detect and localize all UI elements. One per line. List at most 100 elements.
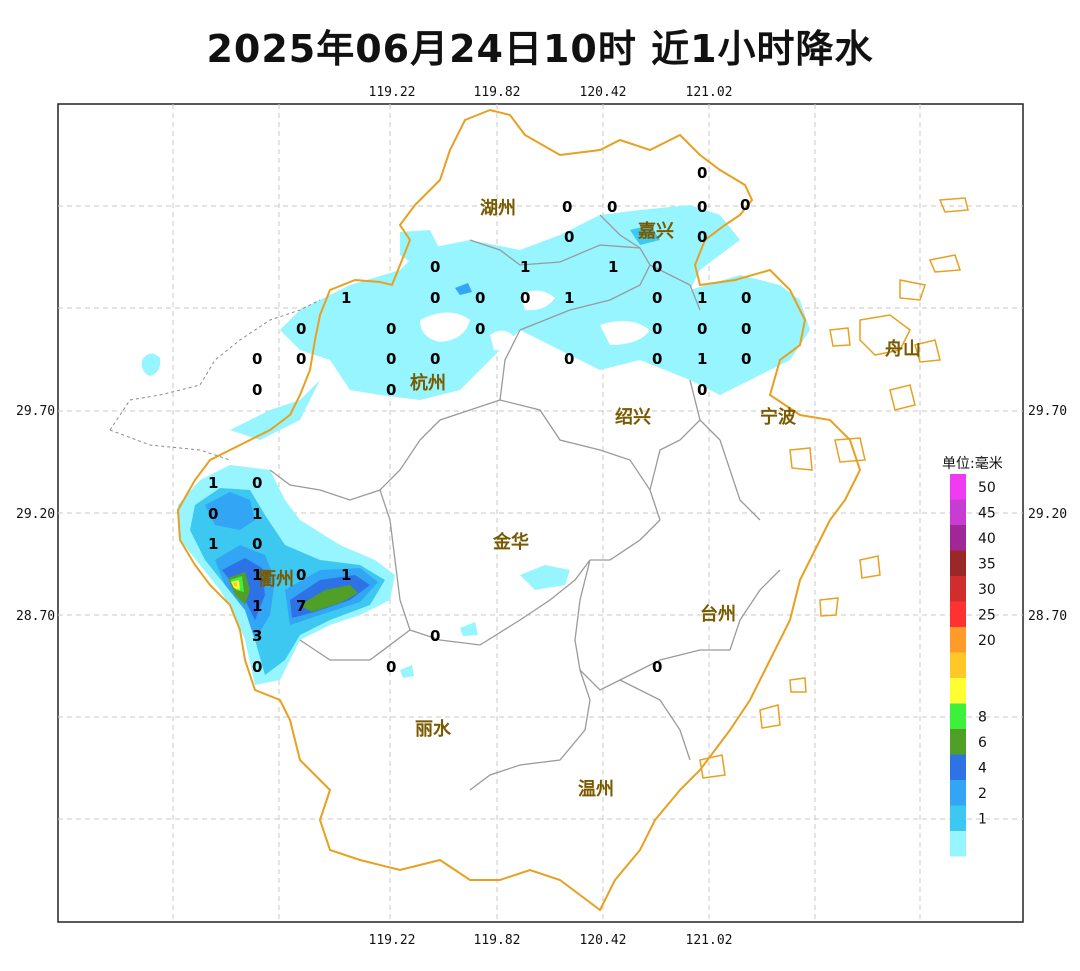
- city-label-huzhou: 湖州: [480, 198, 516, 219]
- station-value: 0: [296, 350, 306, 368]
- station-value: 0: [741, 289, 751, 307]
- station-value: 0: [430, 627, 440, 645]
- legend-swatch: [950, 729, 966, 755]
- legend: 单位:毫米 50 45 40 35 30 25 20 8 6 4 2 1: [942, 455, 1003, 857]
- station-value: 3: [252, 627, 262, 645]
- legend-swatch: [950, 627, 966, 653]
- legend-swatch: [950, 831, 966, 857]
- station-value: 1: [608, 258, 618, 276]
- city-label-zhoushan: 舟山: [885, 338, 921, 360]
- rain-area-east-of-jinhua: [520, 565, 570, 590]
- legend-swatch: [950, 601, 966, 627]
- station-value: 1: [208, 474, 218, 492]
- station-value: 0: [564, 228, 574, 246]
- station-values: 0 0 0 0 0 0 0 1 0 0 1 1 0 0 1 0 1 0 0 0 …: [208, 164, 751, 676]
- city-label-lishui: 丽水: [415, 718, 452, 740]
- station-value: 0: [652, 320, 662, 338]
- legend-swatch: [950, 703, 966, 729]
- station-value: 0: [740, 196, 750, 214]
- station-value: 1: [341, 289, 351, 307]
- rain-area-small-2: [460, 622, 478, 636]
- station-value: 0: [562, 198, 572, 216]
- legend-label: 4: [978, 761, 987, 777]
- rain-area-west-strip: [230, 380, 320, 440]
- station-value: 0: [430, 258, 440, 276]
- tick-left-1: 29.70: [16, 404, 55, 419]
- station-value: 0: [430, 350, 440, 368]
- station-value: 0: [252, 535, 262, 553]
- city-label-taizhou: 台州: [700, 603, 736, 625]
- rain-area-15mm: [233, 582, 237, 587]
- station-value: 0: [652, 258, 662, 276]
- station-value: 1: [208, 535, 218, 553]
- legend-swatch: [950, 805, 966, 831]
- legend-swatch: [950, 576, 966, 602]
- right-tick-labels: 29.70 29.20 28.70: [1028, 404, 1067, 624]
- rain-area-6mm: [300, 585, 358, 612]
- city-label-jinhua: 金华: [492, 531, 529, 553]
- station-value: 0: [652, 658, 662, 676]
- tick-left-3: 28.70: [16, 609, 55, 624]
- legend-swatch: [950, 678, 966, 704]
- city-label-ningbo: 宁波: [760, 406, 797, 428]
- legend-swatch: [950, 525, 966, 551]
- rain-area-1mm-n2: [630, 225, 660, 245]
- tick-bottom-2: 119.82: [474, 933, 521, 948]
- tick-top-4: 121.02: [686, 85, 733, 100]
- legend-label: 1: [978, 812, 987, 828]
- station-value: 0: [430, 289, 440, 307]
- station-value: 0: [252, 350, 262, 368]
- rain-area-nw-dot: [141, 353, 161, 376]
- rain-area-1mm-n1: [455, 283, 472, 295]
- legend-label: 6: [978, 735, 987, 751]
- station-value: 0: [208, 505, 218, 523]
- tick-right-3: 28.70: [1028, 609, 1067, 624]
- station-value: 0: [564, 350, 574, 368]
- city-label-shaoxing: 绍兴: [615, 406, 651, 428]
- tick-left-2: 29.20: [16, 507, 55, 522]
- station-value: 0: [296, 566, 306, 584]
- city-label-jiaxing: 嘉兴: [637, 221, 674, 242]
- legend-label: 50: [978, 480, 996, 496]
- rain-area-1mm-sw: [190, 488, 385, 675]
- station-value: 0: [607, 198, 617, 216]
- station-value: 1: [252, 566, 262, 584]
- station-value: 0: [475, 320, 485, 338]
- legend-swatch: [950, 499, 966, 525]
- station-value: 0: [252, 381, 262, 399]
- station-value: 0: [386, 350, 396, 368]
- city-label-wenzhou: 温州: [578, 779, 614, 800]
- tick-right-2: 29.20: [1028, 507, 1067, 522]
- tick-top-2: 119.82: [474, 85, 521, 100]
- station-value: 0: [697, 381, 707, 399]
- station-value: 0: [697, 198, 707, 216]
- station-value: 1: [252, 505, 262, 523]
- station-value: 7: [296, 597, 306, 615]
- tick-bottom-1: 119.22: [369, 933, 416, 948]
- rain-gaps: [420, 290, 650, 351]
- legend-swatch: [950, 474, 966, 500]
- station-value: 0: [252, 474, 262, 492]
- station-value: 0: [652, 350, 662, 368]
- station-value: 0: [697, 164, 707, 182]
- external-boundary: [109, 299, 321, 461]
- islands: [699, 197, 969, 779]
- station-value: 0: [386, 381, 396, 399]
- map-title: 2025年06月24日10时 近1小时降水: [206, 27, 874, 71]
- legend-swatch: [950, 652, 966, 678]
- rain-area-2mm-sw: [205, 492, 255, 530]
- station-value: 0: [386, 658, 396, 676]
- station-value: 1: [564, 289, 574, 307]
- station-value: 0: [252, 658, 262, 676]
- legend-label: 8: [978, 710, 987, 726]
- rain-area-small-1: [400, 665, 414, 678]
- city-label-quzhou: 衢州: [258, 568, 294, 590]
- station-value: 1: [341, 566, 351, 584]
- legend-swatch: [950, 754, 966, 780]
- legend-swatch: [950, 780, 966, 806]
- left-tick-labels: 29.70 29.20 28.70: [16, 404, 55, 624]
- station-value: 0: [520, 289, 530, 307]
- station-value: 1: [697, 350, 707, 368]
- tick-bottom-3: 120.42: [580, 933, 627, 948]
